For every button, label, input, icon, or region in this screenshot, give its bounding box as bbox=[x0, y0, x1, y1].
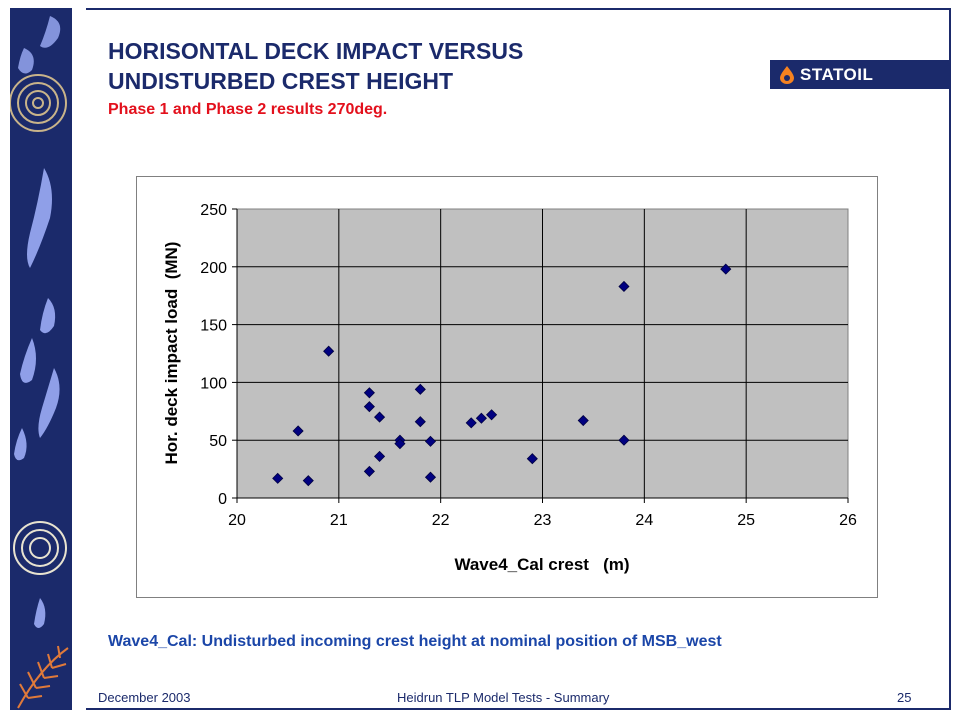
data-point bbox=[486, 409, 498, 421]
y-tick-label: 150 bbox=[200, 318, 227, 335]
statoil-logo: STATOIL bbox=[770, 60, 950, 89]
data-point bbox=[424, 435, 437, 447]
flame-drop-icon bbox=[780, 65, 794, 84]
axes bbox=[232, 208, 849, 503]
slide-title-line-2: UNDISTURBED CREST HEIGHT bbox=[108, 68, 454, 94]
data-point bbox=[363, 387, 375, 399]
x-tick-label: 25 bbox=[737, 512, 755, 529]
data-point bbox=[618, 280, 630, 293]
data-point bbox=[424, 471, 437, 483]
data-point bbox=[374, 450, 386, 462]
data-points bbox=[272, 263, 732, 487]
y-tick-label: 250 bbox=[200, 202, 227, 219]
slide-subtitle: Phase 1 and Phase 2 results 270deg. bbox=[108, 101, 388, 118]
frame-right-line bbox=[949, 8, 951, 710]
data-point bbox=[526, 453, 538, 465]
x-tick-label: 21 bbox=[330, 512, 348, 529]
frame-bottom-line bbox=[86, 708, 951, 710]
footer-title: Heidrun TLP Model Tests - Summary bbox=[397, 690, 610, 705]
x-axis-label: Wave4_Cal crest (m) bbox=[454, 555, 629, 574]
frame-top-line bbox=[86, 8, 951, 10]
logo-text: STATOIL bbox=[800, 64, 874, 84]
y-tick-label: 200 bbox=[200, 260, 227, 277]
data-point bbox=[618, 434, 630, 446]
data-point bbox=[577, 414, 589, 427]
y-axis-label: Hor. deck impact load (MN) bbox=[162, 242, 181, 465]
data-point bbox=[394, 438, 406, 450]
data-point bbox=[302, 475, 314, 487]
y-tick-label: 50 bbox=[209, 433, 227, 450]
gridlines bbox=[237, 209, 848, 498]
data-point bbox=[292, 425, 304, 437]
data-point bbox=[323, 345, 335, 357]
x-tick-label: 20 bbox=[228, 512, 246, 529]
scatter-chart: 20 21 22 23 24 25 26 0 50 100 150 200 250 Wave4_Cal… bbox=[162, 202, 857, 574]
footer-page-number: 25 bbox=[897, 690, 912, 705]
x-tick-label: 26 bbox=[839, 512, 857, 529]
y-tick-label: 0 bbox=[218, 491, 227, 508]
data-point bbox=[475, 412, 487, 424]
data-point bbox=[465, 417, 477, 429]
decorative-side-panel bbox=[10, 8, 72, 710]
data-point bbox=[414, 383, 426, 395]
data-point bbox=[374, 411, 386, 423]
footer-date: December 2003 bbox=[98, 690, 191, 705]
x-tick-label: 23 bbox=[534, 512, 552, 529]
slide-title-line-1: HORISONTAL DECK IMPACT VERSUS bbox=[108, 38, 524, 64]
y-tick-label: 100 bbox=[200, 375, 227, 392]
y-tick-labels: 0 50 100 150 200 250 bbox=[200, 202, 227, 508]
chart-container: 20 21 22 23 24 25 26 0 50 100 150 200 250 Wave4_Cal… bbox=[136, 176, 878, 598]
fossil-decoration-icon bbox=[10, 16, 69, 709]
data-point bbox=[720, 263, 732, 275]
x-tick-labels: 20 21 22 23 24 25 26 bbox=[228, 512, 857, 529]
slide-title: HORISONTAL DECK IMPACT VERSUS UNDISTURBE… bbox=[108, 36, 748, 96]
data-point bbox=[363, 401, 375, 413]
data-point bbox=[414, 416, 426, 428]
chart-caption: Wave4_Cal: Undisturbed incoming crest he… bbox=[108, 633, 722, 650]
x-tick-label: 22 bbox=[432, 512, 450, 529]
data-point bbox=[272, 472, 284, 484]
x-tick-label: 24 bbox=[635, 512, 653, 529]
data-point bbox=[363, 465, 375, 477]
